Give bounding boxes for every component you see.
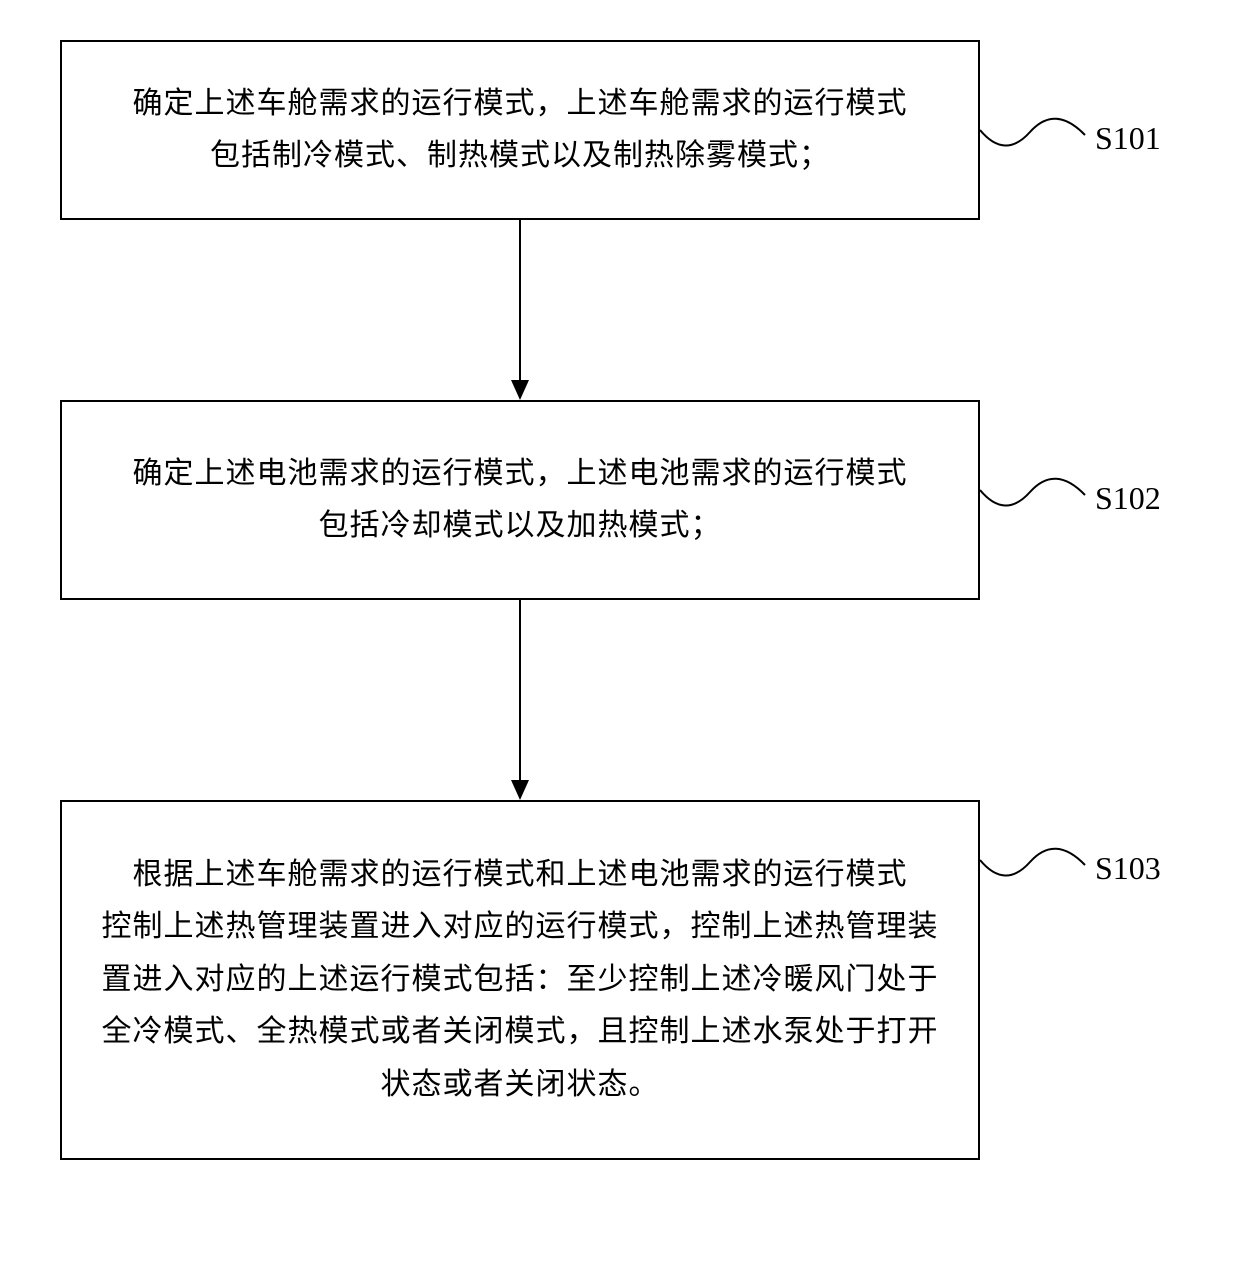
flow-step-2-text: 确定上述电池需求的运行模式，上述电池需求的运行模式包括冷却模式以及加热模式； [133,448,908,553]
flow-step-3: 根据上述车舱需求的运行模式和上述电池需求的运行模式控制上述热管理装置进入对应的运… [60,800,980,1160]
connector-wave-2 [980,470,1090,520]
flow-arrow-1 [510,220,530,402]
flowchart-container: 确定上述车舱需求的运行模式，上述车舱需求的运行模式包括制冷模式、制热模式以及制热… [0,0,1240,1282]
step-label-3: S103 [1095,850,1161,887]
connector-wave-3 [980,840,1090,890]
step-label-2: S102 [1095,480,1161,517]
flow-step-1-text: 确定上述车舱需求的运行模式，上述车舱需求的运行模式包括制冷模式、制热模式以及制热… [133,78,908,183]
flow-step-3-text: 根据上述车舱需求的运行模式和上述电池需求的运行模式控制上述热管理装置进入对应的运… [102,849,939,1112]
flow-arrow-2 [510,600,530,802]
step-label-1: S101 [1095,120,1161,157]
flow-step-2: 确定上述电池需求的运行模式，上述电池需求的运行模式包括冷却模式以及加热模式； [60,400,980,600]
connector-wave-1 [980,110,1090,160]
flow-step-1: 确定上述车舱需求的运行模式，上述车舱需求的运行模式包括制冷模式、制热模式以及制热… [60,40,980,220]
